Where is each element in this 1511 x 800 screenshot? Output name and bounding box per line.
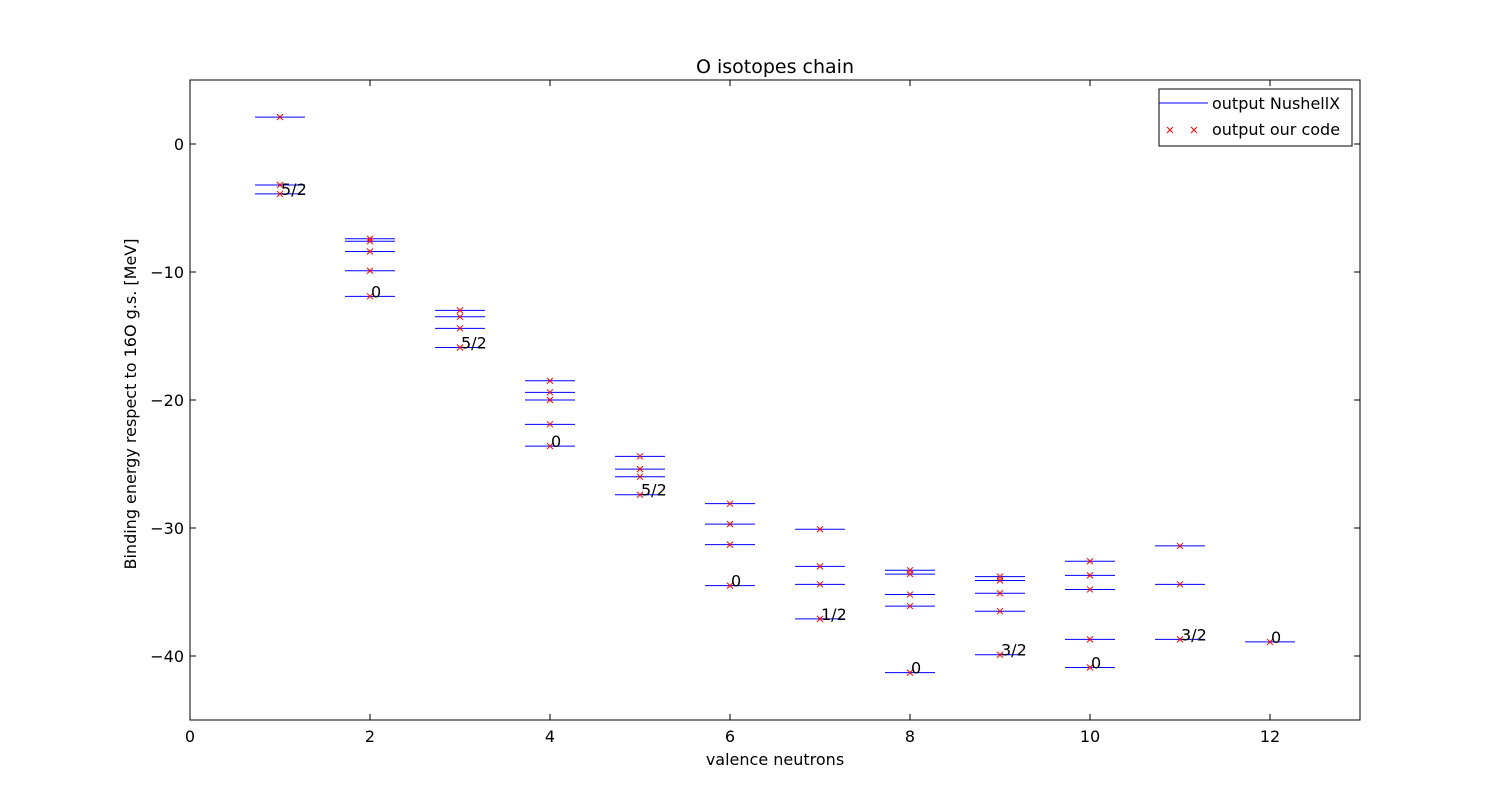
our-code-marker [996, 577, 1004, 584]
our-code-marker [906, 591, 914, 598]
our-code-marker [366, 267, 374, 275]
our-code-marker [636, 465, 644, 473]
our-code-marker [726, 520, 734, 528]
our-code-marker [996, 589, 1004, 597]
plot-area: 5/2 0 5/2 0 5/2 0 1/2 0 3/2 0 3/2 0 [255, 113, 1295, 678]
our-code-marker [546, 420, 554, 428]
our-code-marker [276, 113, 284, 121]
our-code-marker [1086, 572, 1094, 579]
legend-ourcode-label: output our code [1212, 120, 1340, 139]
our-code-marker [636, 452, 644, 460]
our-code-marker [906, 570, 914, 578]
our-code-marker [366, 292, 374, 300]
our-code-marker [1176, 542, 1184, 550]
our-code-marker [726, 582, 734, 589]
our-code-marker [1176, 580, 1184, 588]
axes: 0 2 4 6 8 10 12 0 −10 −20 −30 −40 [150, 80, 1360, 746]
legend-box [1158, 88, 1353, 147]
spin-annotation: 0 [911, 659, 921, 678]
our-code-marker [546, 442, 554, 450]
our-code-marker [816, 580, 824, 588]
our-code-marker [636, 491, 644, 499]
plot-frame [189, 79, 1361, 721]
our-code-marker [1176, 636, 1184, 643]
our-code-marker [456, 313, 464, 321]
our-code-marker [276, 181, 284, 189]
our-code-marker [1086, 586, 1094, 593]
our-code-marker [366, 237, 374, 245]
y-tick-label: −20 [150, 391, 184, 410]
our-code-marker [456, 344, 464, 351]
legend: output NushellX output our code [1158, 88, 1353, 147]
x-tick-label: 10 [1080, 727, 1100, 746]
spin-annotation: 0 [1271, 628, 1281, 647]
our-code-marker [906, 602, 914, 610]
y-tick-label: −10 [150, 263, 184, 282]
x-tick-label: 0 [185, 727, 195, 746]
x-tick-label: 2 [365, 727, 375, 746]
spin-annotation: 5/2 [641, 481, 667, 500]
our-code-marker [726, 500, 734, 508]
spin-annotation: 0 [371, 282, 381, 301]
legend-nushellx-label: output NushellX [1212, 94, 1340, 113]
legend-ourcode-marker-1 [1166, 126, 1174, 134]
our-code-marker [816, 615, 824, 623]
our-code-marker [366, 235, 374, 243]
our-code-marker [996, 651, 1004, 659]
our-code-marker [1266, 638, 1274, 646]
y-tick-label: 0 [174, 135, 184, 154]
y-tick-label: −40 [150, 647, 184, 666]
our-code-marker [546, 377, 554, 385]
spin-annotation: 0 [1091, 654, 1101, 673]
our-code-marker [546, 396, 554, 404]
spin-annotation: 0 [551, 432, 561, 451]
our-code-marker [1086, 664, 1094, 671]
our-code-marker [456, 324, 464, 332]
y-tick-label: −30 [150, 519, 184, 538]
x-tick-label: 12 [1260, 727, 1280, 746]
our-code-marker [726, 541, 734, 548]
our-code-marker [636, 473, 644, 481]
spin-annotation: 3/2 [1001, 641, 1027, 660]
our-code-marker [816, 563, 824, 570]
legend-ourcode-marker-2 [1190, 126, 1198, 134]
our-code-marker [276, 190, 284, 198]
our-code-marker [1086, 557, 1094, 565]
x-tick-label: 8 [905, 727, 915, 746]
our-code-marker [546, 388, 554, 396]
spin-annotation: 3/2 [1181, 625, 1207, 644]
our-code-marker [816, 525, 824, 533]
spin-annotation: 1/2 [821, 605, 847, 624]
x-tick-label: 4 [545, 727, 555, 746]
spin-annotation: 5/2 [461, 334, 487, 353]
y-axis-label: Binding energy respect to 16O g.s. [MeV] [121, 239, 140, 570]
our-code-marker [906, 669, 914, 676]
x-axis-label: valence neutrons [706, 750, 844, 769]
our-code-marker [996, 607, 1004, 615]
x-tick-label: 6 [725, 727, 735, 746]
our-code-marker [366, 248, 374, 255]
our-code-marker [456, 307, 464, 314]
spin-annotation: 0 [731, 572, 741, 591]
spin-annotation: 5/2 [281, 180, 307, 199]
chart-title: O isotopes chain [696, 56, 854, 78]
our-code-marker [1086, 636, 1094, 643]
